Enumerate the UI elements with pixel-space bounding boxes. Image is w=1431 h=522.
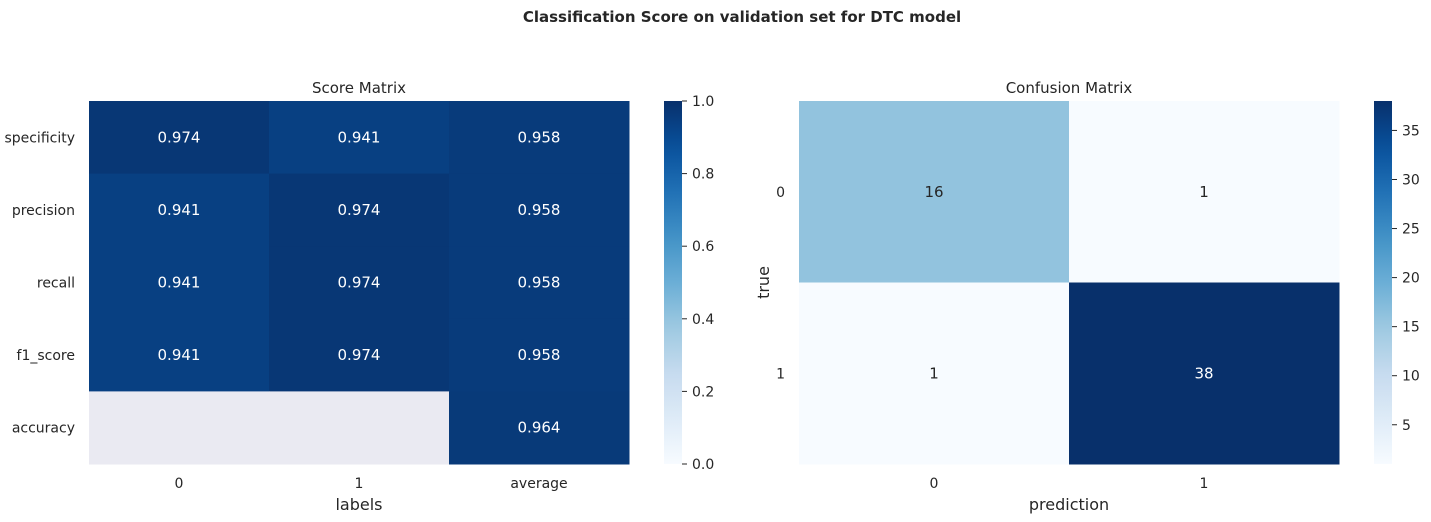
score-cell-label: 0.958 — [518, 346, 561, 364]
score-y-tick-label: precision — [12, 203, 75, 219]
score-cell — [449, 246, 630, 320]
figure-title: Classification Score on validation set f… — [523, 8, 961, 26]
confusion-colorbar-tick-label: 5 — [1402, 418, 1411, 434]
confusion-cell — [1069, 101, 1340, 283]
confusion-title: Confusion Matrix — [1006, 79, 1133, 97]
confusion-y-tick-label: 1 — [776, 366, 785, 382]
score-colorbar — [664, 101, 682, 464]
score-cell-label: 0.958 — [518, 201, 561, 219]
confusion-y-tick-label: 0 — [776, 185, 785, 201]
confusion-cell-label: 16 — [924, 183, 943, 201]
score-x-axis-label: labels — [335, 495, 382, 514]
score-colorbar-tick-label: 0.6 — [692, 239, 714, 255]
score-cell — [269, 246, 450, 320]
confusion-cell — [799, 282, 1070, 465]
score-colorbar-tick-label: 0.8 — [692, 167, 714, 183]
score-y-tick-label: accuracy — [12, 421, 75, 437]
score-cell — [449, 101, 630, 175]
score-cell — [269, 173, 450, 247]
score-cell — [269, 318, 450, 392]
confusion-cell — [1069, 282, 1340, 465]
score-cell — [89, 101, 270, 175]
confusion-colorbar-tick-label: 10 — [1402, 369, 1420, 385]
confusion-colorbar — [1374, 101, 1392, 464]
score-cell-label: 0.974 — [338, 274, 381, 292]
score-colorbar-tick-label: 0.4 — [692, 312, 714, 328]
score-cell-label: 0.958 — [518, 128, 561, 146]
confusion-colorbar-tick-label: 25 — [1402, 222, 1420, 238]
score-cell — [89, 173, 270, 247]
confusion-cell-label: 38 — [1194, 364, 1213, 382]
score-cell — [449, 318, 630, 392]
score-colorbar-tick-label: 0.0 — [692, 457, 714, 473]
score-x-tick-label: 1 — [355, 476, 364, 492]
confusion-colorbar-tick-label: 20 — [1402, 271, 1420, 287]
score-cell — [89, 246, 270, 320]
score-cell — [89, 318, 270, 392]
score-title: Score Matrix — [312, 79, 406, 97]
score-cell — [269, 101, 450, 175]
score-x-tick-label: 0 — [175, 476, 184, 492]
score-cell-label: 0.964 — [518, 419, 561, 437]
confusion-colorbar-tick-label: 30 — [1402, 172, 1420, 188]
score-cell-label: 0.958 — [518, 274, 561, 292]
confusion-colorbar-tick-label: 35 — [1402, 123, 1420, 139]
score-cell — [449, 391, 630, 465]
confusion-cell-label: 1 — [1199, 183, 1209, 201]
score-cell-label: 0.974 — [158, 128, 201, 146]
score-cell-label: 0.974 — [338, 201, 381, 219]
confusion-x-tick-label: 0 — [930, 476, 939, 492]
confusion-x-axis-label: prediction — [1029, 495, 1109, 514]
confusion-cell-label: 1 — [929, 364, 939, 382]
score-cell-label: 0.941 — [158, 346, 201, 364]
score-cell-label: 0.941 — [158, 274, 201, 292]
confusion-cell — [799, 101, 1070, 283]
score-cell-label: 0.974 — [338, 346, 381, 364]
score-colorbar-tick-label: 1.0 — [692, 94, 714, 110]
score-cell — [89, 391, 270, 465]
score-cell-label: 0.941 — [158, 201, 201, 219]
score-x-tick-label: average — [510, 476, 567, 492]
score-y-tick-label: f1_score — [17, 348, 75, 364]
score-cell-label: 0.941 — [338, 128, 381, 146]
score-colorbar-tick-label: 0.2 — [692, 384, 714, 400]
score-y-tick-label: specificity — [4, 130, 75, 146]
confusion-x-tick-label: 1 — [1200, 476, 1209, 492]
score-y-tick-label: recall — [37, 276, 75, 292]
score-matrix-chart: Score Matrix 0.974 0.941 0.958 0.941 0.974 0.9… — [4, 79, 714, 514]
score-cell — [269, 391, 450, 465]
confusion-y-axis-label: true — [754, 266, 773, 299]
score-cell — [449, 173, 630, 247]
confusion-colorbar-tick-label: 15 — [1402, 320, 1420, 336]
